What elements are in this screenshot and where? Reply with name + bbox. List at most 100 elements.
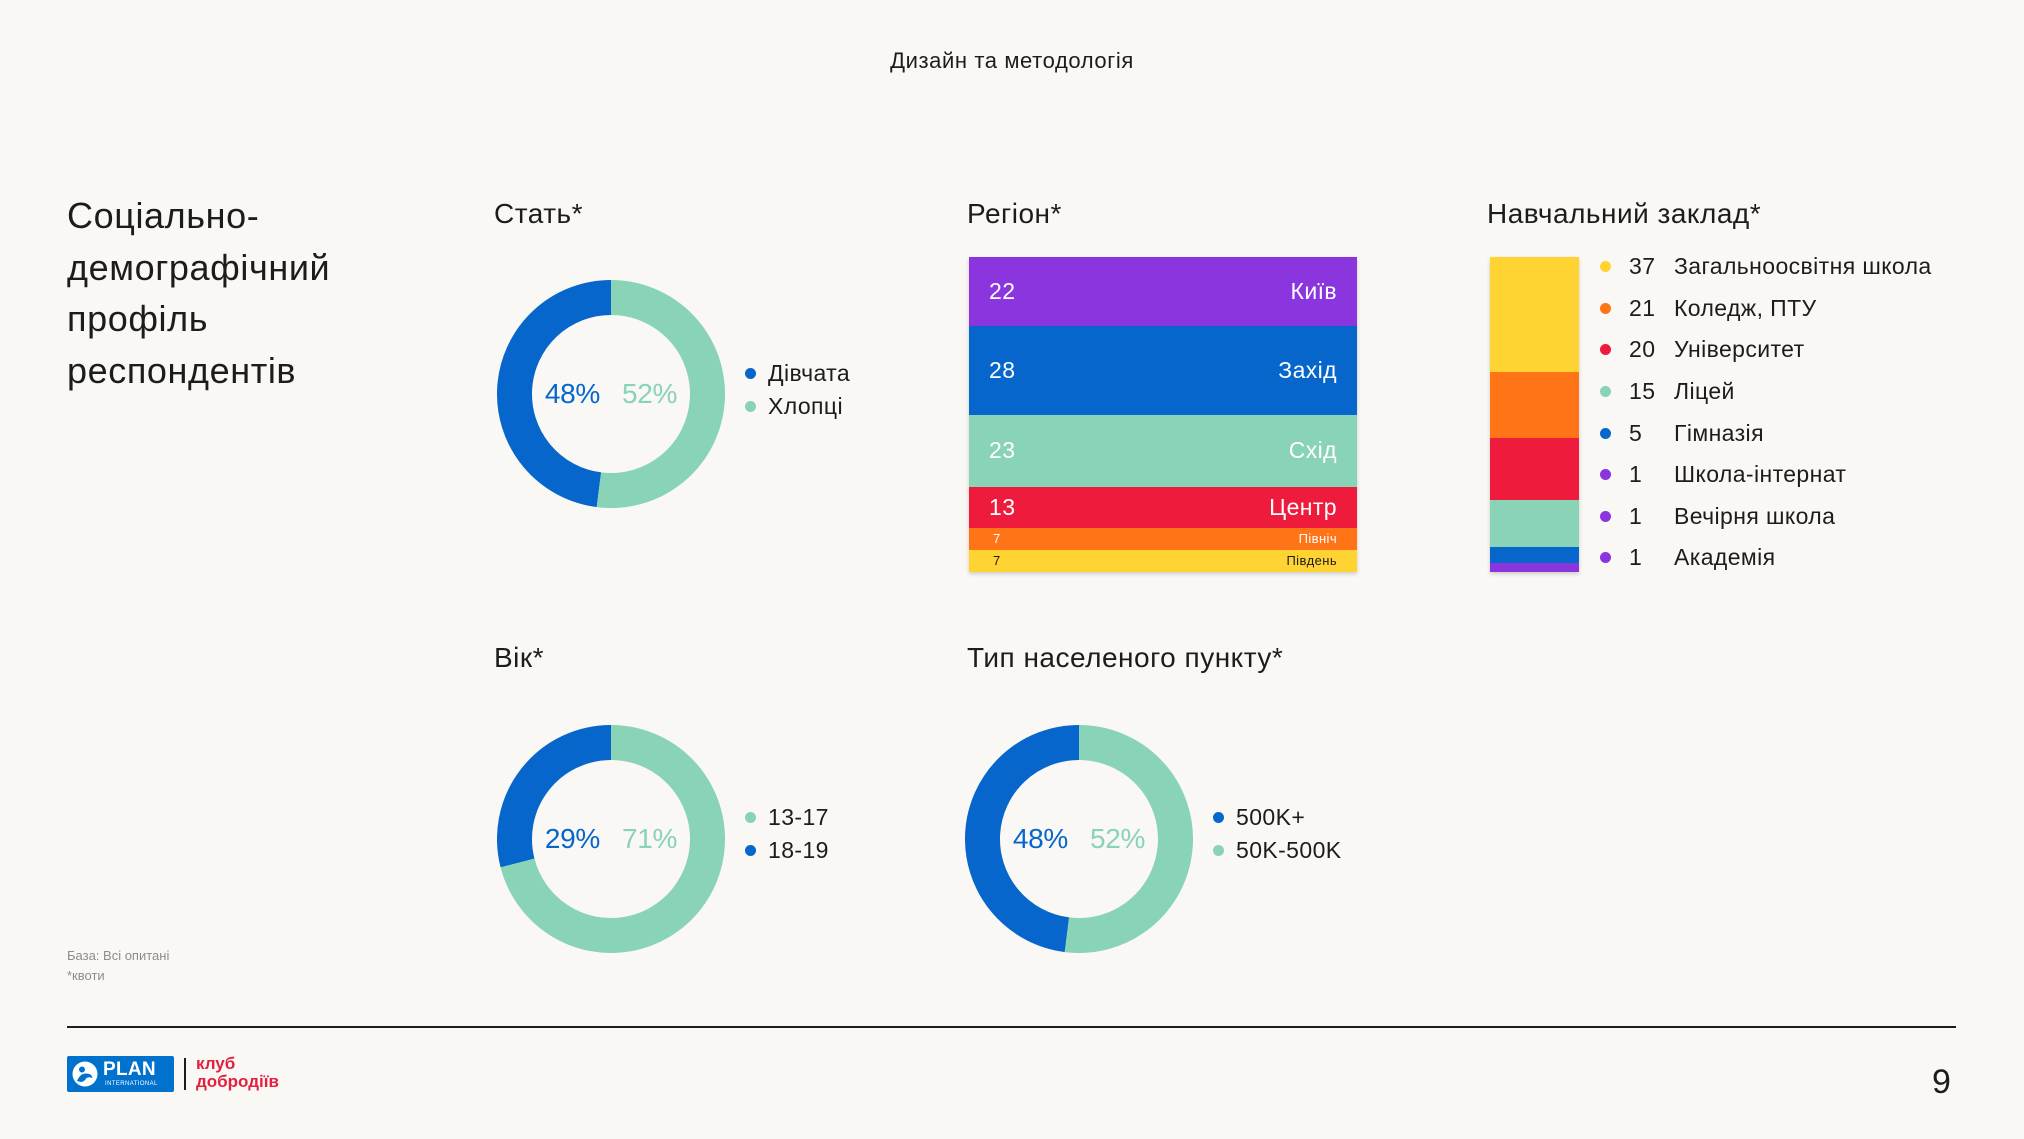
gender-legend-label: Хлопці: [768, 393, 843, 419]
age-percent-value: 71: [622, 823, 653, 854]
settlement-legend-item: 500K+: [1213, 801, 1342, 834]
settlement-legend-dot: [1213, 845, 1224, 856]
region-segment-value: 7: [993, 531, 1001, 547]
region-segment-value: 23: [989, 437, 1016, 464]
age-legend-dot: [745, 845, 756, 856]
school-legend: 37 Загальноосвітня школа 21 Коледж, ПТУ 20 Ун…: [1600, 246, 1932, 579]
school-legend-value: 20: [1629, 336, 1656, 363]
plan-emblem-icon: [72, 1061, 98, 1087]
school-legend-value: 1: [1629, 544, 1643, 571]
age-percent-value: 29: [544, 823, 576, 854]
school-segment: [1490, 437, 1579, 501]
age-donut-slice: [500, 725, 725, 953]
gender-percent-label: 52%: [622, 378, 677, 410]
region-segment: 23 Схід: [969, 414, 1357, 487]
page-number: 9: [1932, 1063, 1951, 1101]
school-segment: [1490, 500, 1579, 548]
age-legend-label: 13-17: [768, 804, 829, 830]
settlement-legend-dot: [1213, 812, 1224, 823]
logo-separator: [184, 1058, 186, 1090]
school-legend-value: 1: [1629, 502, 1643, 529]
school-legend-item: 5 Гімназія: [1600, 412, 1932, 454]
school-legend-dot: [1600, 261, 1611, 273]
school-legend-item: 21 Коледж, ПТУ: [1600, 288, 1932, 330]
age-donut-svg: [497, 725, 725, 953]
section-title: Соціально- демографічний профіль респонд…: [67, 190, 330, 396]
school-legend-value: 1: [1629, 461, 1643, 488]
age-legend-dot: [745, 812, 756, 823]
settlement-donut: 48% 52%: [965, 725, 1193, 953]
age-donut-slice: [497, 725, 612, 868]
school-legend-value: 15: [1629, 378, 1656, 405]
region-stacked-bar: 22 Київ 28 Захід 23 Схід 13 Центр 7 Північ 7 Півден…: [969, 257, 1357, 572]
section-title-line: Соціально-: [67, 195, 260, 236]
gender-percent-value: 48: [544, 378, 576, 409]
region-segment-label: Київ: [1290, 278, 1337, 305]
school-legend-item: 15 Ліцей: [1600, 371, 1932, 413]
region-segment: 28 Захід: [969, 326, 1357, 415]
settlement-legend-item: 50K-500K: [1213, 834, 1342, 867]
section-title-line: демографічний: [67, 246, 331, 288]
region-segment-value: 13: [989, 493, 1016, 520]
school-stacked-bar: [1490, 257, 1579, 572]
school-legend-item: 1 Школа-інтернат: [1600, 454, 1932, 496]
gender-percent-value: 52: [622, 378, 653, 409]
school-legend-label: Вечірня школа: [1674, 502, 1836, 529]
school-chart-title: Навчальний заклад*: [1487, 198, 1762, 229]
school-legend-label: Коледж, ПТУ: [1674, 294, 1817, 321]
region-segment-label: Схід: [1288, 437, 1337, 464]
settlement-legend-label: 50K-500K: [1236, 837, 1342, 863]
settlement-chart-title: Тип населеного пункту*: [967, 642, 1284, 673]
region-segment: 7 Північ: [969, 527, 1357, 550]
gender-legend-dot: [745, 401, 756, 412]
age-percent-label: 29%: [545, 823, 600, 855]
school-legend-label: Школа-інтернат: [1674, 461, 1847, 488]
gender-donut: 48% 52%: [497, 280, 725, 508]
school-legend-label: Університет: [1674, 336, 1805, 363]
school-segment: [1490, 372, 1579, 438]
school-legend-dot: [1600, 386, 1611, 398]
age-percent-unit: %: [652, 823, 678, 854]
region-segment: 13 Центр: [969, 486, 1357, 528]
gender-donut-labels: 48% 52%: [497, 280, 725, 508]
settlement-donut-slice: [1064, 725, 1193, 953]
settlement-percent-label: 52%: [1090, 823, 1145, 855]
club-logo-line: клуб: [196, 1054, 236, 1073]
school-legend-item: 20 Університет: [1600, 329, 1932, 371]
gender-chart-title: Стать*: [494, 198, 583, 229]
school-segment: [1490, 547, 1579, 563]
age-donut: 29% 71%: [497, 725, 725, 953]
age-legend-label: 18-19: [768, 837, 829, 863]
footer-divider: [67, 1026, 1956, 1028]
age-donut-labels: 29% 71%: [497, 725, 725, 953]
settlement-donut-slice: [965, 725, 1080, 953]
gender-donut-slice: [497, 280, 612, 508]
gender-legend-item: Хлопці: [745, 390, 850, 423]
settlement-legend-label: 500K+: [1236, 804, 1306, 830]
school-legend-item: 37 Загальноосвітня школа: [1600, 246, 1932, 288]
region-segment-value: 7: [993, 553, 1001, 569]
region-chart-title: Регіон*: [967, 198, 1062, 229]
school-segment: [1490, 568, 1579, 572]
region-segment-label: Захід: [1278, 356, 1337, 383]
region-segment: 22 Київ: [969, 257, 1357, 327]
age-chart-title: Вік*: [494, 642, 545, 673]
school-legend-label: Загальноосвітня школа: [1674, 253, 1932, 280]
settlement-donut-labels: 48% 52%: [965, 725, 1193, 953]
gender-donut-slice: [596, 280, 725, 508]
gender-legend-item: Дівчата: [745, 357, 850, 390]
school-legend-dot: [1600, 427, 1611, 439]
gender-legend-label: Дівчата: [768, 360, 851, 386]
region-segment-label: Центр: [1269, 493, 1337, 520]
school-legend-value: 5: [1629, 419, 1643, 446]
region-segment-value: 28: [989, 356, 1016, 383]
gender-percent-unit: %: [652, 378, 678, 409]
plan-logo-international: INTERNATIONAL: [105, 1081, 158, 1087]
settlement-percent-unit: %: [1120, 823, 1146, 854]
region-segment-value: 22: [989, 278, 1016, 305]
school-legend-dot: [1600, 469, 1611, 481]
gender-percent-label: 48%: [545, 378, 600, 410]
region-segment: 7 Південь: [969, 549, 1357, 572]
plan-international-logo: PLAN INTERNATIONAL: [67, 1056, 174, 1092]
school-legend-dot: [1600, 552, 1611, 564]
